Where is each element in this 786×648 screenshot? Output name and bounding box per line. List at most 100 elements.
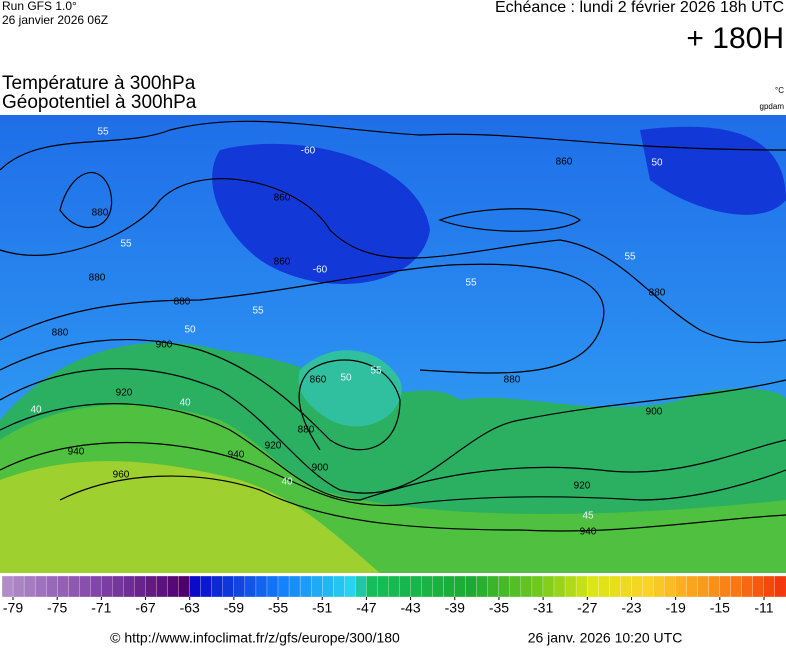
colorbar-swatch (90, 575, 102, 598)
colorbar-tick-label: -27 (577, 600, 597, 616)
colorbar-tick-label: -75 (47, 600, 67, 616)
colorbar-swatch (377, 575, 389, 598)
colorbar: -79 -75 -71 -67 -63 -59 -55 -51 -47 -43 -39 -35 -31 -… (1, 575, 786, 616)
colorbar-swatch (34, 575, 47, 598)
unit-temp: °C (775, 86, 784, 95)
colorbar-swatch (598, 575, 610, 598)
geopotential-label: 940 (580, 527, 597, 538)
colorbar-tick-label: -63 (180, 600, 200, 616)
colorbar-swatch (322, 575, 334, 598)
colorbar-swatch (686, 575, 698, 598)
colorbar-swatch (244, 575, 257, 598)
geopotential-label: 880 (649, 288, 666, 299)
colorbar-swatch (708, 575, 721, 598)
colorbar-swatch (277, 575, 290, 598)
colorbar-swatch (443, 575, 456, 598)
colorbar-swatch (763, 575, 776, 598)
temperature-label: 55 (97, 127, 109, 138)
colorbar-swatch (266, 575, 279, 598)
colorbar-swatch (531, 575, 544, 598)
geopotential-label: 920 (116, 388, 133, 399)
colorbar-tick-label: -47 (356, 600, 376, 616)
geopotential-label: 900 (312, 463, 329, 474)
colorbar-swatch (167, 575, 180, 598)
geopotential-label: 860 (556, 157, 573, 168)
temperature-label: 55 (624, 252, 636, 263)
colorbar-swatch (123, 575, 135, 598)
colorbar-swatch (586, 575, 599, 598)
geopotential-label: 960 (113, 470, 130, 481)
colorbar-swatch (454, 575, 467, 598)
temperature-label: -60 (301, 146, 316, 157)
colorbar-swatch (509, 575, 522, 598)
generated: 26 janv. 2026 10:20 UTC (528, 630, 683, 646)
colorbar-swatch (664, 575, 676, 598)
colorbar-swatch (465, 575, 478, 598)
colorbar-swatch (410, 575, 422, 598)
geopotential-label: 880 (92, 208, 109, 219)
run-date: 26 janvier 2026 06Z (2, 13, 108, 27)
colorbar-swatch (79, 575, 91, 598)
colorbar-tick-label: -79 (3, 600, 23, 616)
colorbar-swatch (421, 575, 433, 598)
colorbar-swatch (542, 575, 555, 598)
geopotential-label: 940 (228, 450, 245, 461)
colorbar-swatch (200, 575, 213, 598)
run: Run GFS 1.0° (2, 0, 77, 13)
temperature-label: 50 (184, 325, 196, 336)
source: © http://www.infoclimat.fr/z/gfs/europe/… (110, 630, 400, 646)
geopotential-label: 920 (265, 441, 282, 452)
colorbar-swatch (101, 575, 113, 598)
colorbar-swatch (399, 575, 411, 598)
colorbar-swatch (520, 575, 533, 598)
contours (0, 120, 786, 532)
colorbar-swatch (299, 575, 312, 598)
geopotential-label: 880 (504, 375, 521, 386)
colorbar-tick-label: -31 (533, 600, 553, 616)
temperature-label: 55 (120, 239, 132, 250)
geopotential-label: 860 (274, 193, 291, 204)
colorbar-swatch (642, 575, 654, 598)
cold-core (298, 350, 402, 427)
colorbar-swatch (675, 575, 687, 598)
colorbar-tick-label: -43 (400, 600, 420, 616)
colorbar-swatch (145, 575, 157, 598)
valid-time: Echéance : lundi 2 février 2026 18h UTC (495, 0, 784, 16)
lead-time: + 180H (686, 22, 784, 55)
colorbar-swatch (498, 575, 511, 598)
colorbar-swatch (233, 575, 246, 598)
cold-core (212, 143, 430, 284)
geopotential-label: 940 (68, 447, 85, 458)
temperature-label: 55 (252, 306, 264, 317)
colorbar-swatch (564, 575, 577, 598)
colorbar-swatch (631, 575, 643, 598)
colorbar-swatch (752, 575, 765, 598)
colorbar-swatch (46, 575, 58, 598)
geopotential-label: 860 (310, 375, 327, 386)
temperature-label: 40 (30, 405, 42, 416)
colorbar-swatch (355, 575, 367, 598)
geopotential-label: 920 (574, 481, 591, 492)
colorbar-swatch (156, 575, 169, 598)
colorbar-swatch (609, 575, 621, 598)
contour-labels: 880 880 880 880 860 860 900 920 940 960 920 940 880 9… (30, 127, 665, 538)
geopotential-label: 880 (52, 328, 69, 339)
colorbar-swatch (178, 575, 191, 598)
colorbar-tick-label: -39 (445, 600, 465, 616)
colorbar-swatch (730, 575, 743, 598)
warm-area (0, 461, 380, 573)
temperature-label: 50 (340, 373, 352, 384)
colorbar-swatch (774, 575, 786, 598)
colorbar-swatch (211, 575, 224, 598)
colorbar-swatch (12, 575, 25, 598)
colorbar-tick-label: -59 (224, 600, 244, 616)
geopotential-label: 860 (274, 257, 291, 268)
geopotential-label: 880 (298, 425, 315, 436)
geopotential-label: 880 (89, 273, 106, 284)
colorbar-swatch (57, 575, 69, 598)
colorbar-swatch (112, 575, 124, 598)
geopotential-label: 900 (646, 407, 663, 418)
temperature-label: 50 (651, 158, 663, 169)
unit-geo: gpdam (760, 102, 785, 111)
geopotential-label: 880 (174, 297, 191, 308)
